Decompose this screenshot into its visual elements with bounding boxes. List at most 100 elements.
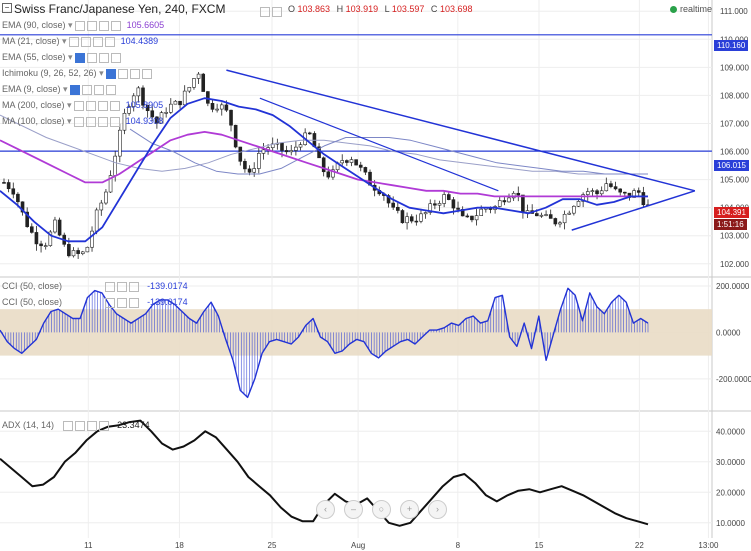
candle-body — [164, 112, 168, 114]
hide-icon[interactable] — [81, 84, 92, 95]
hide-icon[interactable] — [85, 116, 96, 127]
indicator-legend-item[interactable]: EMA (55, close) ▾ — [2, 52, 121, 63]
settings-icon[interactable] — [260, 6, 270, 17]
indicator-label: MA (100, close) — [2, 116, 65, 126]
chevron-down-icon[interactable]: ▾ — [65, 20, 73, 30]
settings-icon[interactable] — [73, 116, 84, 127]
cci-pane[interactable] — [0, 287, 712, 399]
candle-body — [6, 182, 11, 190]
candle-body — [451, 199, 456, 209]
settings-icon[interactable] — [73, 100, 84, 111]
candle-body — [562, 213, 567, 224]
chevron-left-icon[interactable]: ‹ — [316, 500, 335, 519]
hide-icon[interactable] — [117, 68, 128, 79]
y-tick-label: 109.000 — [720, 63, 749, 72]
candle-body — [159, 112, 164, 124]
settings-icon[interactable] — [74, 20, 85, 31]
indicator-label: EMA (55, close) — [2, 52, 66, 62]
close-icon[interactable] — [128, 297, 139, 308]
y-tick-label: 200.0000 — [716, 282, 750, 291]
more-icon[interactable] — [109, 100, 120, 111]
more-icon[interactable] — [141, 68, 152, 79]
candle-body — [173, 100, 178, 105]
chart-header: − Swiss Franc/Japanese Yen, 240, FXCM O … — [0, 0, 712, 18]
close-icon[interactable] — [128, 281, 139, 292]
chevron-down-icon[interactable]: ▾ — [59, 36, 67, 46]
chevron-down-icon[interactable]: ▾ — [65, 52, 73, 62]
chevron-down-icon[interactable]: ▾ — [96, 68, 104, 78]
cci-legend-1[interactable]: CCI (50, close) -139.0174 — [2, 281, 188, 292]
candle-body — [252, 168, 256, 173]
settings-icon[interactable] — [68, 36, 79, 47]
close-label: C — [430, 4, 438, 14]
hide-icon[interactable] — [86, 52, 97, 63]
close-icon[interactable] — [97, 100, 108, 111]
hide-icon[interactable] — [116, 297, 127, 308]
candle-body — [391, 202, 395, 208]
more-icon[interactable] — [98, 420, 109, 431]
settings-icon[interactable] — [69, 84, 80, 95]
more-icon[interactable] — [110, 20, 121, 31]
countdown-tag: 1:51:16 — [714, 219, 747, 230]
close-icon[interactable] — [92, 36, 103, 47]
more-icon[interactable] — [110, 52, 121, 63]
indicator-legend-item[interactable]: EMA (90, close) ▾ 105.6605 — [2, 20, 164, 31]
indicator-legend-item[interactable]: MA (21, close) ▾ 104.4389 — [2, 36, 158, 47]
candle-body — [104, 191, 108, 204]
indicator-legend-item[interactable]: MA (100, close) ▾ 104.9308 — [2, 116, 163, 127]
settings-icon[interactable] — [105, 68, 116, 79]
candle-body — [470, 215, 474, 221]
indicator-legend-item[interactable]: Ichimoku (9, 26, 52, 26) ▾ — [2, 68, 152, 79]
plus-icon[interactable]: + — [400, 500, 419, 519]
settings-icon[interactable] — [104, 297, 115, 308]
chevron-down-icon[interactable]: ▾ — [64, 100, 72, 110]
more-icon[interactable] — [105, 84, 116, 95]
chevron-right-icon[interactable]: › — [428, 500, 447, 519]
hide-icon[interactable] — [116, 281, 127, 292]
grid — [0, 0, 751, 538]
open-value: 103.863 — [297, 4, 331, 14]
indicator-value: 105.8905 — [125, 100, 164, 110]
chevron-down-icon[interactable]: ▾ — [60, 84, 68, 94]
hide-icon[interactable] — [85, 100, 96, 111]
price-pane[interactable] — [0, 34, 712, 259]
candle-body — [206, 91, 210, 104]
more-icon[interactable] — [109, 116, 120, 127]
indicator-legend-item[interactable]: EMA (9, close) ▾ — [2, 84, 116, 95]
more-icon[interactable] — [104, 36, 115, 47]
candle-body — [80, 251, 85, 254]
y-tick-label: 106.000 — [720, 148, 749, 157]
candle-body — [623, 191, 627, 194]
hide-icon[interactable] — [80, 36, 91, 47]
candle-body — [122, 112, 127, 131]
hide-icon[interactable] — [272, 6, 282, 17]
collapse-icon[interactable]: − — [2, 3, 12, 13]
cci-legend-2[interactable]: CCI (50, close) -139.0174 — [2, 297, 188, 308]
chevron-down-icon[interactable]: ▾ — [64, 116, 72, 126]
close-icon[interactable] — [86, 420, 97, 431]
close-icon[interactable] — [97, 116, 108, 127]
close-icon[interactable] — [98, 52, 109, 63]
settings-icon[interactable] — [74, 52, 85, 63]
settings-icon[interactable] — [62, 420, 73, 431]
adx-legend[interactable]: ADX (14, 14) 23.3474 — [2, 420, 150, 431]
x-tick-label: Aug — [351, 541, 365, 550]
minus-icon[interactable]: – — [344, 500, 363, 519]
ma21-line — [0, 97, 648, 243]
close-icon[interactable] — [93, 84, 104, 95]
candle-body — [238, 146, 243, 162]
close-icon[interactable] — [129, 68, 140, 79]
indicator-label: MA (200, close) — [2, 100, 65, 110]
hide-icon[interactable] — [74, 420, 85, 431]
hide-icon[interactable] — [86, 20, 97, 31]
candle-body — [113, 155, 117, 176]
close-icon[interactable] — [98, 20, 109, 31]
reset-icon[interactable]: ○ — [372, 500, 391, 519]
indicator-legend-item[interactable]: MA (200, close) ▾ 105.8905 — [2, 100, 163, 111]
candle-body — [544, 214, 548, 216]
symbol-title[interactable]: Swiss Franc/Japanese Yen, 240, FXCM — [14, 2, 226, 16]
y-tick-label: 20.0000 — [716, 488, 745, 497]
candle-body — [2, 182, 6, 184]
settings-icon[interactable] — [104, 281, 115, 292]
candle-body — [595, 190, 599, 195]
